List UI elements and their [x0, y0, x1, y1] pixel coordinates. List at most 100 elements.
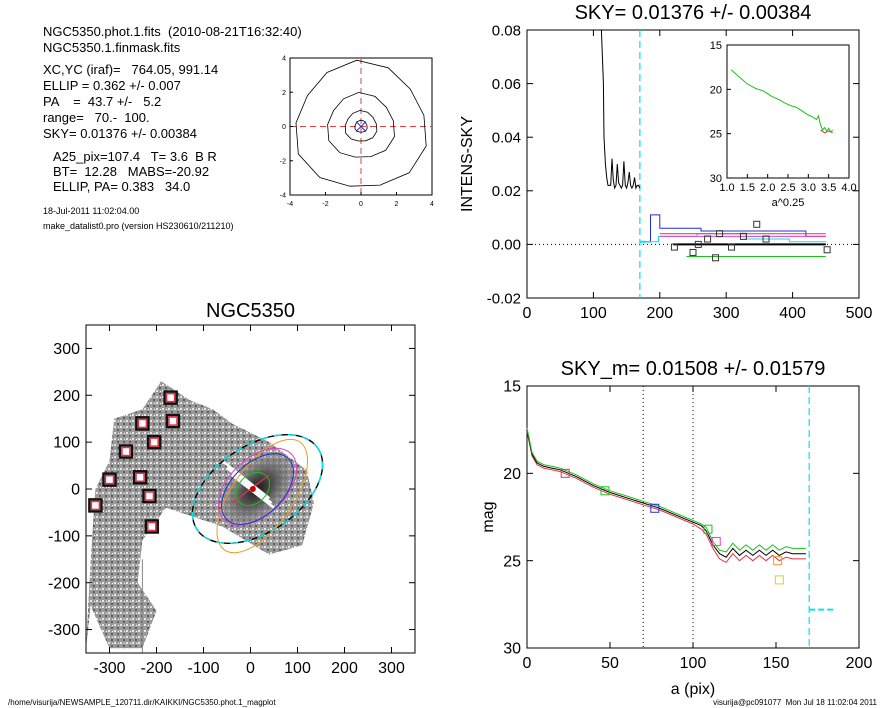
y-tick-label: -100	[48, 528, 80, 545]
y-tick-label: 30	[503, 641, 521, 658]
mask-box	[146, 434, 162, 450]
mag-series-red	[526, 431, 806, 564]
x-tick-label: -100	[187, 660, 219, 677]
sky-square	[728, 243, 736, 251]
mask-box	[144, 519, 160, 534]
y-tick-label: 200	[53, 388, 80, 405]
image-title: NGC5350	[206, 300, 295, 322]
mag-ylabel: mag	[480, 501, 497, 532]
x-tick-label: 0	[359, 201, 363, 208]
contour-level	[344, 109, 378, 142]
mask-box	[163, 390, 178, 405]
x-tick-label: -300	[93, 660, 125, 677]
x-tick-label: 3.5	[821, 182, 836, 194]
x-tick-label: 4	[430, 201, 434, 208]
bt-text: BT= 12.28 MABS=-20.92	[53, 164, 210, 179]
masked-sky-field	[86, 381, 314, 649]
footer-user: visurija@pc091077 Mon Jul 18 11:02:04 20…	[713, 698, 877, 707]
sky-square	[753, 220, 761, 228]
mask-box-inner	[90, 500, 101, 511]
ellipse-magenta	[217, 447, 298, 526]
inset-xlabel: a^0.25	[772, 197, 805, 209]
x-tick-label: -4	[287, 201, 293, 208]
contour-level	[295, 59, 427, 187]
y-tick-label: 0.00	[492, 237, 521, 254]
date-text: 18-Jul-2011 11:02:04.00	[43, 206, 140, 216]
x-tick-label: 2.5	[780, 182, 795, 194]
y-tick-label: 0.06	[492, 76, 521, 93]
x-tick-label: 50	[601, 655, 619, 672]
sky-square	[762, 235, 770, 243]
mag-title: SKY_m= 0.01508 +/- 0.01579	[561, 358, 826, 380]
x-tick-label: 100	[580, 305, 607, 322]
ellipse-orange	[216, 438, 309, 554]
y-tick-label: 300	[53, 341, 80, 358]
center-cross-blue	[355, 121, 367, 132]
mask-box	[135, 416, 150, 431]
y-tick-label: 0.04	[492, 129, 521, 146]
y-tick-label: 0.02	[492, 183, 521, 200]
y-tick-label: 100	[53, 435, 80, 452]
mask-box	[165, 413, 181, 429]
x-tick-label: 200	[331, 660, 358, 677]
x-tick-label: 1.0	[719, 182, 734, 194]
contour-chart: -4 -2 0 2 4 -4 -2 0 2 4	[280, 56, 434, 209]
sky-square	[704, 235, 712, 243]
x-tick-label: -200	[140, 660, 172, 677]
y-tick-label: 25	[710, 129, 722, 141]
footer-path: /home/visurija/NEWSAMPLE_120711.dir/KAIK…	[8, 698, 276, 707]
ellipse-blue	[221, 453, 294, 525]
header-line1: NGC5350.phot.1.fits (2010-08-21T16:32:40…	[43, 24, 302, 39]
x-tick-label: 200	[846, 655, 873, 672]
x-tick-label: 300	[713, 305, 740, 322]
mag-square-blue	[650, 503, 660, 513]
sky-text: SKY= 0.01376 +/- 0.00384	[43, 126, 197, 141]
inset-chart: 1.0 1.5 2.0 2.5 3.0 3.5 4.0 15 20 25 30 a^0.25	[710, 40, 857, 209]
y-tick-label: 25	[503, 553, 521, 570]
y-tick-label: 20	[503, 466, 521, 483]
y-tick-label: 0	[282, 124, 286, 131]
mask-box	[102, 472, 117, 487]
x-tick-label: 200	[646, 305, 673, 322]
mask-box-inner	[147, 521, 157, 532]
sky-square	[694, 240, 702, 248]
x-tick-label: 0	[246, 660, 255, 677]
inset-series-green	[730, 69, 834, 133]
mask-box	[142, 488, 157, 504]
y-tick-label: 30	[710, 173, 722, 185]
y-tick-label: 20	[710, 84, 722, 96]
pa-text: PA = 43.7 +/- 5.2	[43, 94, 162, 109]
y-tick-label: -200	[48, 575, 80, 592]
y-tick-label: -4	[280, 193, 286, 200]
inset-frame	[726, 44, 850, 179]
sky-chart: SKY= 0.01376 +/- 0.00384 INTENS-SKY 0 100 20…	[459, 2, 872, 322]
x-tick-label: 0	[523, 655, 532, 672]
mag-square-green	[703, 524, 713, 534]
x-tick-label: 2.0	[760, 182, 775, 194]
satellite-streak	[221, 459, 271, 500]
mask-box	[88, 498, 103, 513]
mask-box-inner	[144, 491, 155, 501]
x-tick-label: 300	[378, 660, 405, 677]
mask-box-inner	[104, 474, 115, 485]
y-tick-label: 4	[282, 56, 286, 63]
sky-series-black	[600, 29, 641, 190]
mask-box-inner	[165, 392, 176, 403]
sky-series-cyan	[639, 233, 826, 243]
y-tick-label: -300	[48, 622, 80, 639]
mag-series-black	[526, 429, 806, 558]
a25-text: A25_pix=107.4 T= 3.6 B R	[53, 149, 217, 164]
x-tick-label: 100	[284, 660, 311, 677]
sky-square	[739, 232, 747, 240]
xcyc-text: XC,YC (iraf)= 764.05, 991.14	[43, 62, 219, 77]
x-tick-label: 0	[523, 305, 532, 322]
sky-frame	[526, 29, 860, 299]
mag-square-yellow	[774, 575, 784, 585]
y-tick-label: -0.02	[487, 290, 521, 307]
sky-series-blue	[641, 214, 826, 243]
x-tick-label: -2	[322, 201, 328, 208]
mask-box-inner	[168, 416, 178, 426]
sky-square	[823, 246, 831, 254]
x-tick-label: 1.5	[740, 182, 755, 194]
